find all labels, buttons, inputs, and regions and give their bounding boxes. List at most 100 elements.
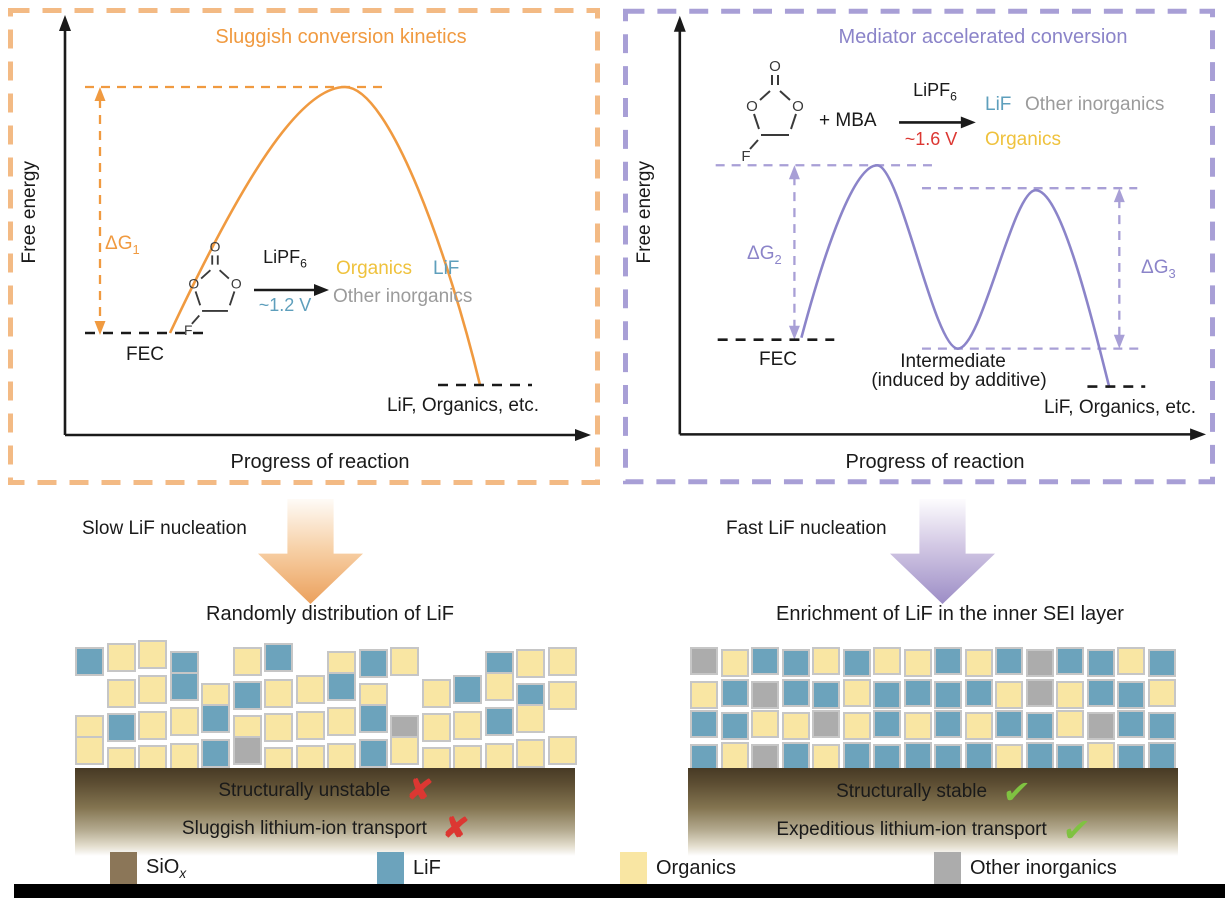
sei-cell-lif: [964, 678, 993, 707]
left-energy-plot: [8, 8, 600, 485]
sei-cell-organics: [295, 675, 325, 704]
figure-bottom-rule: [14, 884, 1225, 898]
sei-cell-lif: [1117, 743, 1145, 772]
sei-cell-lif: [873, 710, 901, 738]
sei-cell-organics: [964, 649, 993, 677]
substrate-caption: Expeditious lithium-ion transport ✔: [688, 812, 1178, 848]
sei-cell-lif: [1117, 710, 1145, 738]
down-arrow-slow-icon: [258, 499, 363, 604]
dg1-arrow-up: [94, 87, 106, 101]
sei-cell-organics: [547, 736, 577, 765]
voltage-label: ~1.2 V: [258, 295, 312, 315]
reaction-arrowhead: [314, 284, 329, 296]
sei-cell-lif: [812, 680, 840, 709]
sei-cell-lif: [964, 741, 993, 770]
sei-cell-lif: [1147, 712, 1176, 740]
sei-cell-lif: [690, 743, 718, 772]
product-lif: LiF: [433, 258, 460, 279]
sei-cell-organics: [516, 649, 545, 678]
legend-item-siox: SiOx: [110, 852, 186, 884]
product-other-inorganics: Other inorganics: [1025, 94, 1165, 115]
right-panel-border: [623, 8, 1215, 485]
expeditious-transport-label: Expeditious lithium-ion transport: [776, 819, 1047, 840]
product-organics: Organics: [985, 129, 1062, 150]
sei-cell-lif: [842, 741, 871, 770]
sei-cell-organics: [1117, 647, 1145, 675]
left-sei-title: Randomly distribution of LiF: [206, 603, 454, 625]
right-y-axis-label: Free energy: [634, 161, 655, 264]
sei-cell-lif: [720, 678, 749, 707]
sei-cell-lif: [781, 741, 810, 770]
other-inorganics-swatch: [934, 852, 961, 884]
intermediate-sublabel: (induced by additive): [871, 370, 1047, 391]
random-sei-mosaic: [75, 640, 581, 776]
legend-item-other-inorganics: Other inorganics: [934, 852, 1117, 884]
sei-cell-organics: [295, 711, 325, 740]
sei-cell-organics: [516, 739, 545, 768]
carbonyl-oxygen-label: O: [769, 58, 781, 75]
sei-cell-lif: [690, 710, 718, 738]
sei-cell-lif: [995, 710, 1023, 738]
sei-cell-lif: [327, 672, 356, 701]
structurally-unstable-label: Structurally unstable: [218, 780, 391, 801]
sei-cell-lif: [720, 712, 749, 740]
sei-cell-organics: [903, 712, 932, 740]
enriched-sei-mosaic: [690, 642, 1180, 772]
sei-cell-organics: [812, 647, 840, 675]
sei-cell-organics: [327, 707, 356, 736]
sei-cell-organics: [720, 649, 749, 677]
sei-cell-organics: [264, 713, 293, 742]
reaction-arrowhead: [960, 116, 976, 129]
sei-cell-lif: [1086, 649, 1115, 677]
sei-cell-lif: [106, 713, 136, 742]
voltage-label: ~1.6 V: [904, 129, 958, 149]
sei-cell-lif: [934, 680, 962, 709]
substrate-caption: Structurally unstable ✘: [75, 772, 575, 808]
left-y-axis-label: Free energy: [19, 161, 40, 264]
fast-nucleation-label: Fast LiF nucleation: [726, 518, 887, 539]
ring-oxygen-left-label: O: [188, 276, 199, 292]
sei-cell-organics: [516, 704, 545, 733]
dg2-arrow-up: [788, 165, 800, 180]
sei-cell-organics: [390, 647, 419, 676]
right-sei-title: Enrichment of LiF in the inner SEI layer: [776, 603, 1124, 625]
ring-oxygen-right-label: O: [792, 98, 804, 115]
sei-cell-organics: [751, 710, 779, 738]
sei-cell-organics: [264, 679, 293, 708]
sei-cell-organics: [106, 679, 136, 708]
sei-cell-organics: [690, 680, 718, 709]
sei-cell-organics: [1147, 678, 1176, 707]
substrate-caption: Structurally stable ✔: [688, 774, 1178, 810]
sei-cell-lif: [264, 643, 293, 672]
product-other-inorganics: Other inorganics: [333, 286, 473, 307]
sei-cell-other-inorganic: [751, 743, 779, 772]
sei-cell-organics: [903, 649, 932, 677]
sei-cell-organics: [1056, 710, 1084, 738]
substrate-caption: Sluggish lithium-ion transport ✘: [75, 810, 575, 846]
sei-cell-lif: [232, 681, 262, 710]
green-check-icon: ✔: [1000, 774, 1033, 810]
structurally-stable-label: Structurally stable: [836, 781, 988, 802]
sei-cell-organics: [138, 711, 167, 740]
sei-cell-organics: [106, 643, 136, 672]
sei-cell-lif: [1117, 680, 1145, 709]
sei-cell-organics: [421, 679, 451, 708]
right-x-axis-label: Progress of reaction: [845, 451, 1025, 473]
sei-cell-organics: [995, 680, 1023, 709]
sei-cell-lif: [781, 649, 810, 677]
sei-cell-other-inorganic: [1025, 649, 1054, 677]
sei-cell-organics: [873, 647, 901, 675]
dg1-label: ΔG1: [105, 233, 140, 257]
sei-cell-lif: [903, 678, 932, 707]
sei-cell-lif: [75, 647, 104, 676]
sei-cell-lif: [842, 649, 871, 677]
y-axis-arrowhead: [673, 15, 686, 32]
product-organics: Organics: [336, 258, 413, 279]
sei-cell-lif: [934, 743, 962, 772]
legend-label-organics: Organics: [656, 856, 737, 879]
sei-cell-lif: [1056, 647, 1084, 675]
sei-cell-organics: [138, 675, 167, 704]
sei-cell-lif: [1086, 678, 1115, 707]
products-label: LiF, Organics, etc.: [1043, 397, 1197, 418]
legend-item-lif: LiF: [377, 852, 441, 884]
